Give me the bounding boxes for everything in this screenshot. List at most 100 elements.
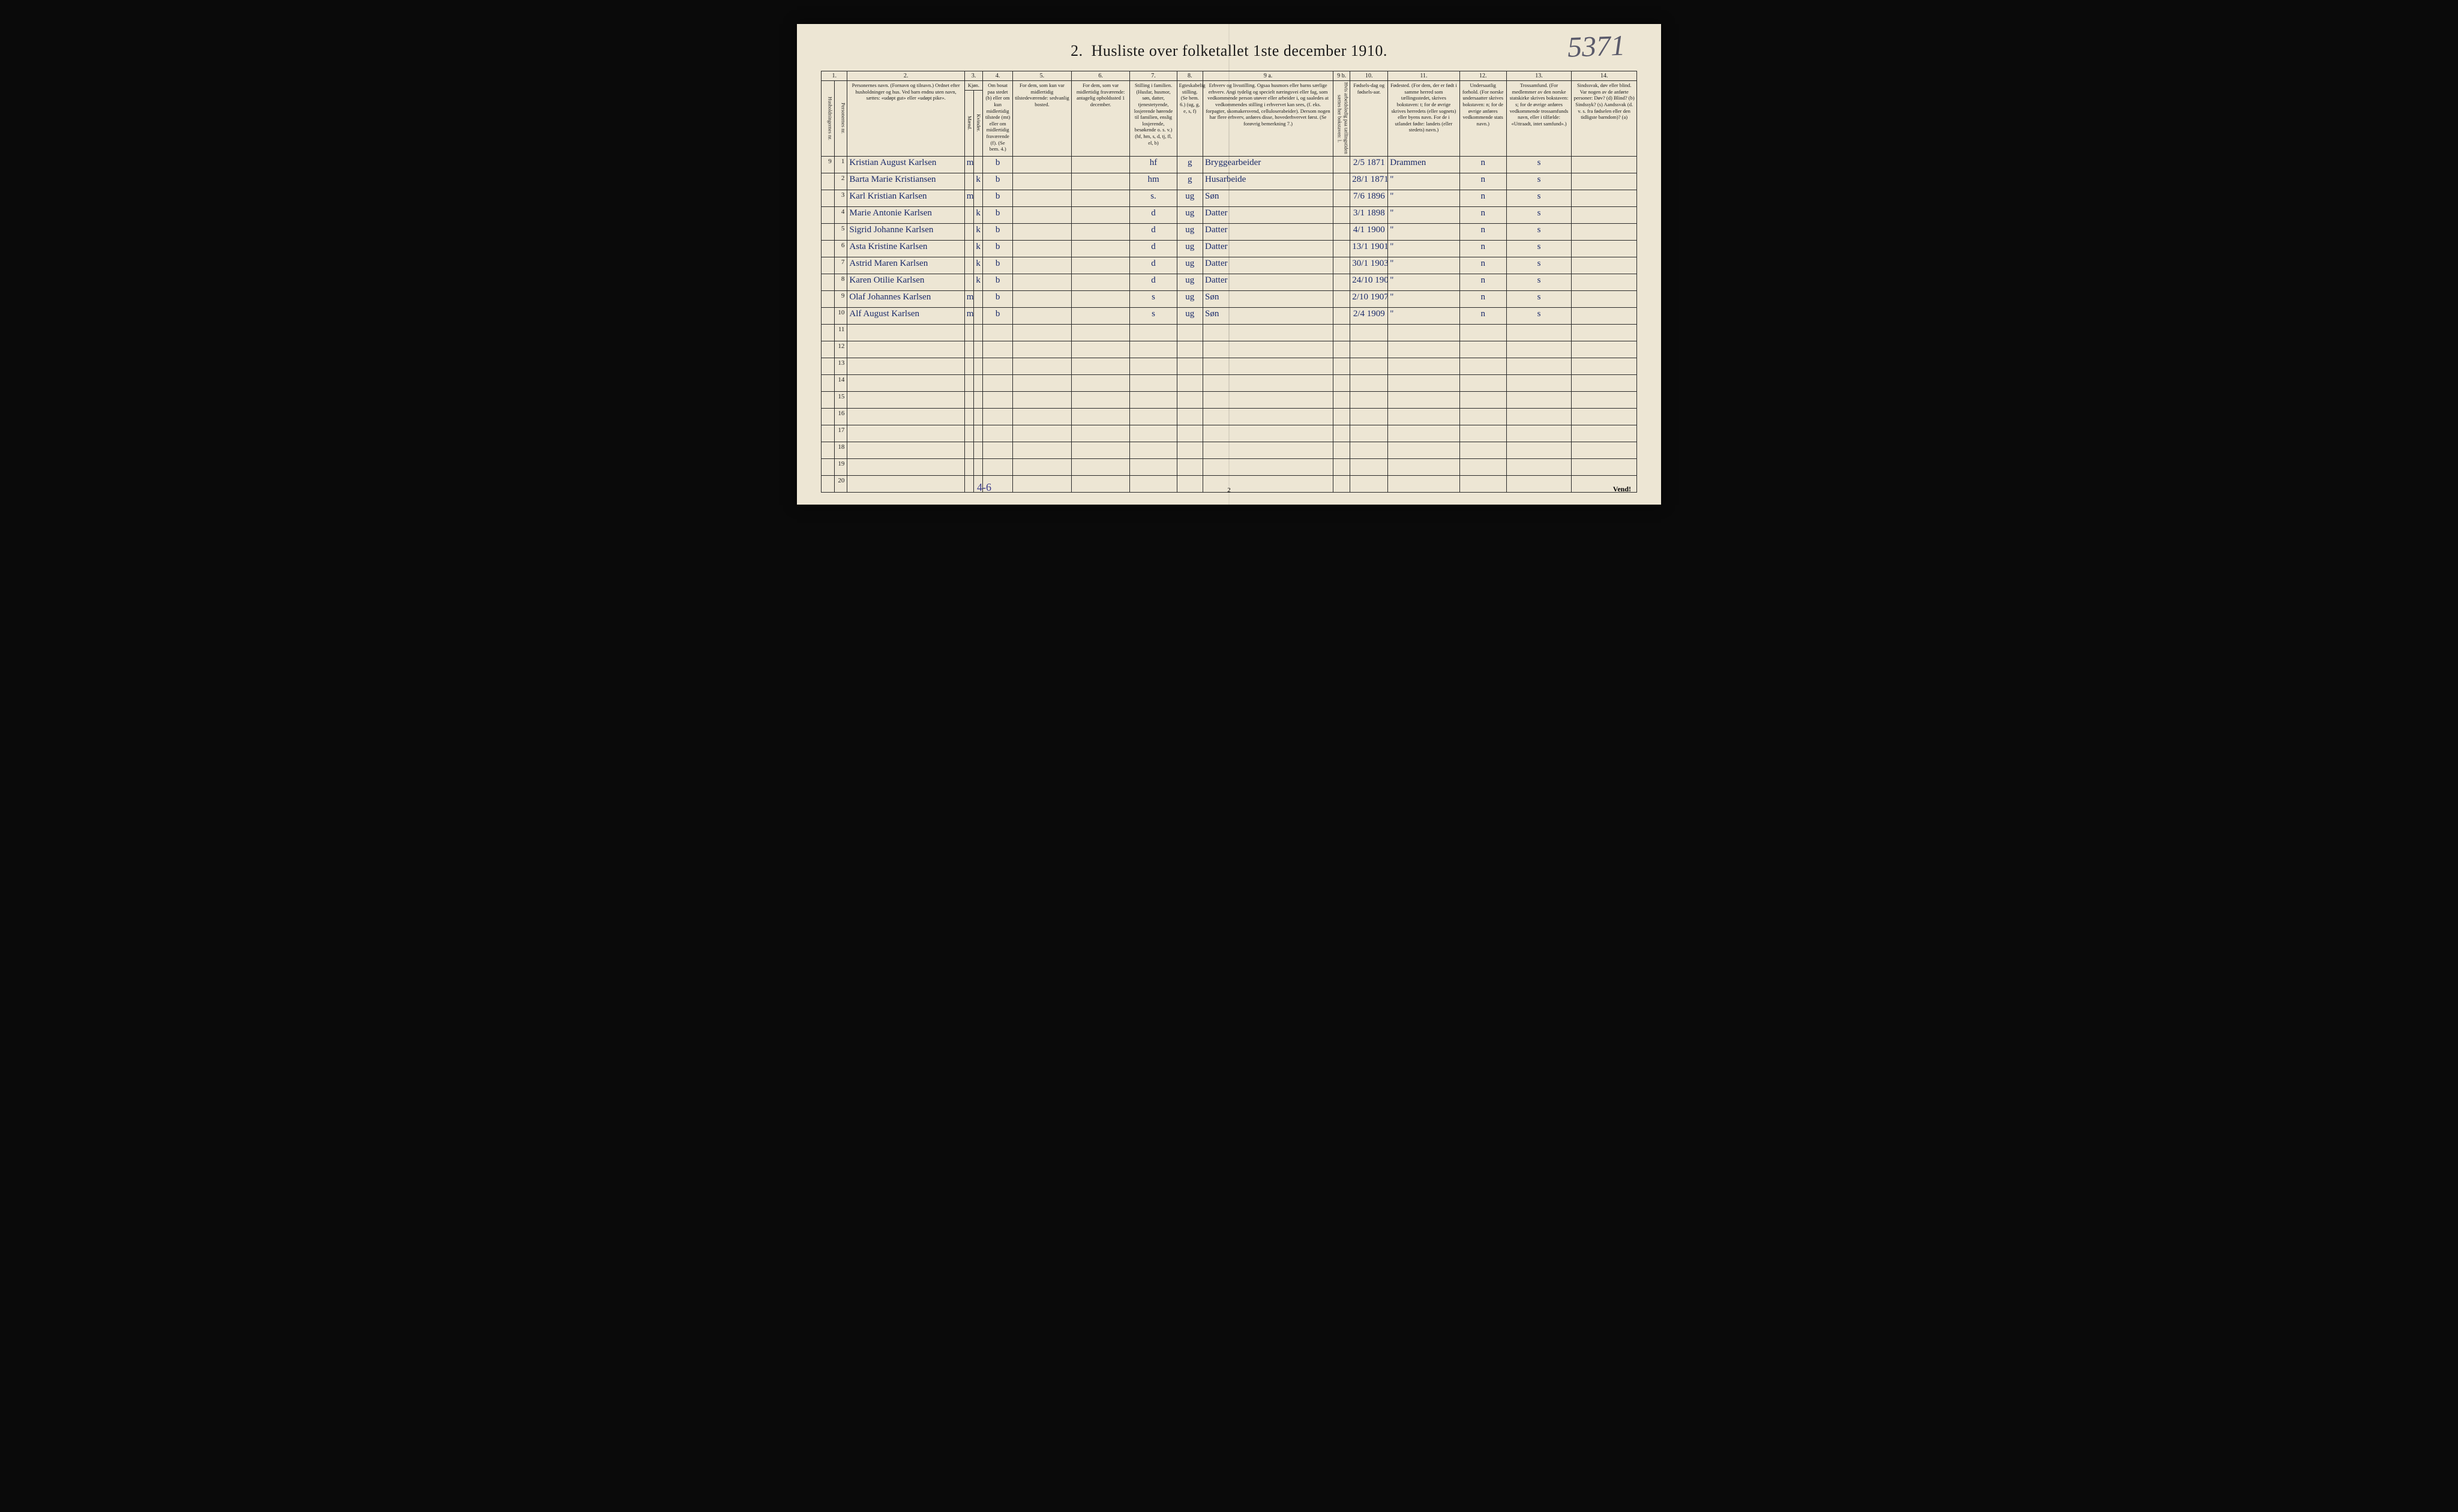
table-cell	[1350, 374, 1388, 391]
colnum-7: 7.	[1130, 71, 1177, 81]
table-cell	[964, 358, 973, 374]
table-cell	[964, 223, 973, 240]
table-cell	[1572, 374, 1637, 391]
table-cell	[964, 173, 973, 190]
table-cell	[847, 458, 964, 475]
hdr-9b: Hvis arbeidsledig paa tællingstiden sætt…	[1333, 81, 1350, 157]
table-cell	[1013, 358, 1072, 374]
table-cell	[822, 358, 835, 374]
table-cell: Søn	[1203, 307, 1333, 324]
table-cell: Datter	[1203, 223, 1333, 240]
table-cell	[1333, 190, 1350, 206]
table-cell	[1130, 324, 1177, 341]
table-cell	[1013, 206, 1072, 223]
hdr-3b: Kvinder.	[973, 90, 982, 156]
table-cell	[1071, 274, 1130, 290]
column-number-row: 1. 2. 3. 4. 5. 6. 7. 8. 9 a. 9 b. 10. 11…	[822, 71, 1637, 81]
colnum-12: 12.	[1459, 71, 1506, 81]
table-cell	[1013, 425, 1072, 442]
table-row: 11	[822, 324, 1637, 341]
table-cell	[1572, 425, 1637, 442]
table-cell: s	[1506, 257, 1572, 274]
table-cell: b	[983, 206, 1013, 223]
colnum-3: 3.	[964, 71, 982, 81]
table-cell	[1459, 324, 1506, 341]
table-cell	[1130, 341, 1177, 358]
table-cell: b	[983, 274, 1013, 290]
table-cell: s	[1506, 223, 1572, 240]
table-cell	[1333, 374, 1350, 391]
table-cell	[1333, 358, 1350, 374]
table-cell: k	[973, 257, 982, 274]
table-cell: Datter	[1203, 274, 1333, 290]
table-cell	[983, 374, 1013, 391]
census-table: 1. 2. 3. 4. 5. 6. 7. 8. 9 a. 9 b. 10. 11…	[821, 71, 1637, 493]
table-cell	[964, 374, 973, 391]
table-cell	[1506, 341, 1572, 358]
table-cell: Datter	[1203, 257, 1333, 274]
table-cell	[1333, 206, 1350, 223]
table-cell	[1459, 391, 1506, 408]
table-cell	[983, 458, 1013, 475]
table-cell	[847, 442, 964, 458]
table-cell: d	[1130, 206, 1177, 223]
table-cell	[1071, 173, 1130, 190]
table-cell: g	[1177, 173, 1203, 190]
table-cell	[1130, 391, 1177, 408]
title-text: Husliste over folketallet 1ste december …	[1092, 42, 1387, 59]
table-cell: "	[1388, 307, 1459, 324]
hdr-7: Stilling i familien. (Husfar, husmor, sø…	[1130, 81, 1177, 157]
colnum-14: 14.	[1572, 71, 1637, 81]
table-cell	[1130, 425, 1177, 442]
table-cell: b	[983, 307, 1013, 324]
table-cell	[1333, 240, 1350, 257]
table-cell: hf	[1130, 156, 1177, 173]
table-cell	[1388, 425, 1459, 442]
table-cell: b	[983, 257, 1013, 274]
table-cell	[847, 324, 964, 341]
table-cell	[1071, 425, 1130, 442]
table-cell: "	[1388, 173, 1459, 190]
table-cell	[822, 173, 835, 190]
table-cell	[1572, 173, 1637, 190]
table-cell	[1333, 475, 1350, 492]
table-cell	[1071, 475, 1130, 492]
hdr-5: For dem, som kun var midlertidig tilsted…	[1013, 81, 1072, 157]
table-cell: 13	[834, 358, 847, 374]
page-title: 2. Husliste over folketallet 1ste decemb…	[821, 42, 1637, 60]
table-cell	[1350, 391, 1388, 408]
table-cell	[1333, 173, 1350, 190]
table-cell	[822, 458, 835, 475]
table-cell: 9	[834, 290, 847, 307]
table-cell: 20	[834, 475, 847, 492]
table-cell: 2/10 1907	[1350, 290, 1388, 307]
table-cell: b	[983, 223, 1013, 240]
hdr-14: Sindssvak, døv eller blind. Var nogen av…	[1572, 81, 1637, 157]
table-cell	[1071, 156, 1130, 173]
colnum-1: 1.	[822, 71, 847, 81]
hdr-10: Fødsels-dag og fødsels-aar.	[1350, 81, 1388, 157]
table-cell	[1388, 358, 1459, 374]
table-cell: Marie Antonie Karlsen	[847, 206, 964, 223]
table-cell: k	[973, 274, 982, 290]
table-cell	[983, 391, 1013, 408]
table-cell	[1388, 391, 1459, 408]
table-row: 5Sigrid Johanne KarlsenkbdugDatter4/1 19…	[822, 223, 1637, 240]
colnum-9a: 9 a.	[1203, 71, 1333, 81]
table-cell	[1506, 358, 1572, 374]
table-cell	[1013, 156, 1072, 173]
table-cell	[973, 307, 982, 324]
table-cell	[1071, 206, 1130, 223]
table-cell	[1177, 374, 1203, 391]
table-cell	[964, 458, 973, 475]
table-cell: "	[1388, 223, 1459, 240]
table-cell	[1350, 442, 1388, 458]
table-cell	[964, 274, 973, 290]
table-cell: ug	[1177, 240, 1203, 257]
table-row: 10Alf August KarlsenmbsugSøn2/4 1909"ns	[822, 307, 1637, 324]
table-cell: "	[1388, 290, 1459, 307]
table-cell: s	[1506, 307, 1572, 324]
table-cell: d	[1130, 274, 1177, 290]
table-cell	[1203, 374, 1333, 391]
table-cell: s	[1506, 173, 1572, 190]
